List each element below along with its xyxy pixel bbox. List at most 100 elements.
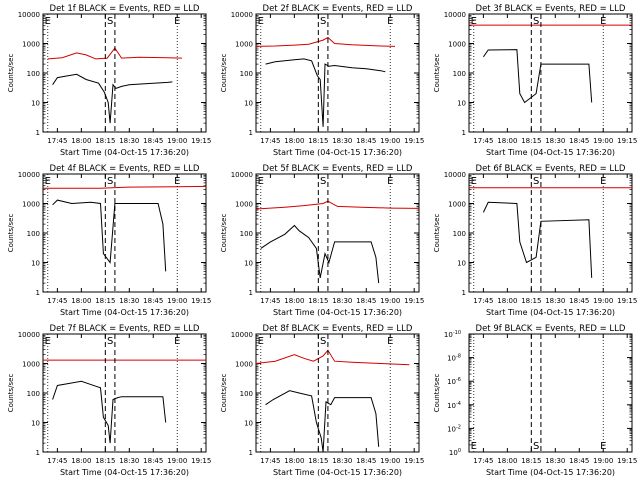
y-tick-label: 1000: [235, 361, 253, 369]
x-tick-label: 19:15: [617, 457, 637, 465]
x-tick-label: 19:15: [191, 137, 211, 145]
y-tick-label: 100: [27, 230, 40, 238]
x-tick-label: 18:00: [71, 457, 91, 465]
marker-label: E: [45, 336, 51, 347]
x-tick-label: 17:45: [47, 457, 67, 465]
y-tick-label: 10: [244, 420, 253, 428]
y-axis-label: Counts/sec: [433, 374, 441, 413]
y-tick-label: 1: [462, 289, 466, 297]
x-tick-label: 18:00: [284, 297, 304, 305]
x-tick-label: 19:15: [404, 137, 424, 145]
x-tick-label: 18:30: [545, 137, 565, 145]
y-tick-label: 100: [240, 390, 253, 398]
x-tick-label: 18:00: [71, 297, 91, 305]
y-tick-label: 1: [36, 289, 40, 297]
x-tick-label: 18:15: [308, 297, 328, 305]
x-tick-label: 18:45: [356, 297, 376, 305]
x-tick-label: 18:15: [308, 137, 328, 145]
chart-title: Det 6f BLACK = Events, RED = LLD: [476, 164, 626, 174]
x-tick-label: 18:15: [521, 137, 541, 145]
y-tick-label: 1: [36, 129, 40, 137]
y-tick-label: 100: [240, 230, 253, 238]
x-tick-label: 17:45: [260, 297, 280, 305]
x-tick-label: 18:45: [356, 457, 376, 465]
marker-label: S: [320, 336, 326, 347]
x-axis-label: Start Time (04-Oct-15 17:36:20): [486, 468, 615, 477]
x-tick-label: 17:45: [47, 137, 67, 145]
x-tick-label: 19:00: [167, 457, 187, 465]
y-tick-label: 100: [27, 70, 40, 78]
x-tick-label: 19:00: [593, 457, 613, 465]
y-tick-label: 10000: [231, 171, 253, 179]
chart-panel: Det 4f BLACK = Events, RED = LLD Counts/s…: [7, 164, 211, 317]
x-tick-label: 18:30: [332, 457, 352, 465]
chart-panel: Det 2f BLACK = Events, RED = LLD Counts/s…: [220, 4, 424, 157]
x-tick-label: 19:15: [191, 457, 211, 465]
y-tick-label: 10000: [18, 331, 40, 339]
events-series-line: [260, 224, 380, 284]
y-tick-label: 100: [27, 390, 40, 398]
y-tick-label: 1: [249, 449, 253, 457]
x-axis-label: Start Time (04-Oct-15 17:36:20): [273, 308, 402, 317]
x-tick-label: 17:45: [473, 457, 493, 465]
plot-frame: [42, 333, 207, 453]
y-tick-label: 1: [462, 129, 466, 137]
x-tick-label: 18:45: [569, 137, 589, 145]
x-axis-label: Start Time (04-Oct-15 17:36:20): [60, 148, 189, 157]
x-tick-label: 19:00: [380, 457, 400, 465]
x-tick-label: 19:15: [404, 457, 424, 465]
x-tick-label: 17:45: [260, 457, 280, 465]
x-tick-label: 18:45: [143, 457, 163, 465]
y-tick-label: 10-2: [447, 424, 461, 433]
chart-title: Det 7f BLACK = Events, RED = LLD: [50, 324, 200, 334]
marker-label: S: [533, 16, 539, 27]
x-tick-label: 18:15: [95, 137, 115, 145]
y-tick-label: 1000: [22, 41, 40, 49]
x-tick-label: 18:30: [119, 297, 139, 305]
y-tick-label: 10000: [18, 171, 40, 179]
x-tick-label: 19:00: [593, 137, 613, 145]
x-tick-label: 18:15: [521, 297, 541, 305]
marker-label: E: [45, 16, 51, 27]
chart-panel: Det 6f BLACK = Events, RED = LLD Counts/s…: [433, 164, 637, 317]
events-series-line: [482, 49, 593, 104]
x-tick-label: 18:00: [284, 457, 304, 465]
marker-label: S: [533, 176, 539, 187]
x-tick-label: 19:00: [380, 137, 400, 145]
y-tick-label: 10000: [231, 331, 253, 339]
x-tick-label: 19:15: [617, 297, 637, 305]
chart-title: Det 8f BLACK = Events, RED = LLD: [263, 324, 413, 334]
y-tick-label: 1000: [235, 41, 253, 49]
chart-panel: Det 3f BLACK = Events, RED = LLD Counts/s…: [433, 4, 637, 157]
y-tick-label: 1: [36, 449, 40, 457]
lld-series-line: [255, 36, 396, 47]
y-axis-label: Counts/sec: [7, 54, 15, 93]
chart-title: Det 5f BLACK = Events, RED = LLD: [263, 164, 413, 174]
chart-title: Det 1f BLACK = Events, RED = LLD: [50, 4, 200, 14]
marker-label: E: [387, 176, 393, 187]
chart-panel: Det 8f BLACK = Events, RED = LLD Counts/s…: [220, 324, 424, 477]
y-tick-label: 10-6: [447, 377, 461, 386]
marker-label: E: [174, 176, 180, 187]
marker-label: E: [471, 441, 477, 452]
marker-label: E: [174, 16, 180, 27]
chart-title: Det 9f BLACK = Events, RED = LLD: [476, 324, 626, 334]
marker-label: E: [471, 176, 477, 187]
y-tick-label: 1: [249, 289, 253, 297]
x-tick-label: 18:30: [332, 297, 352, 305]
y-axis-label: Counts/sec: [220, 374, 228, 413]
events-series-line: [52, 380, 167, 444]
x-tick-label: 17:45: [473, 297, 493, 305]
y-tick-label: 10-8: [447, 354, 461, 363]
x-tick-label: 18:15: [95, 297, 115, 305]
marker-label: S: [107, 176, 113, 187]
marker-label: E: [45, 176, 51, 187]
x-tick-label: 18:45: [143, 297, 163, 305]
y-tick-label: 10000: [18, 11, 40, 19]
x-axis-label: Start Time (04-Oct-15 17:36:20): [60, 308, 189, 317]
events-series-line: [265, 390, 380, 453]
y-tick-label: 1000: [448, 201, 466, 209]
x-tick-label: 18:00: [284, 137, 304, 145]
x-tick-label: 19:15: [191, 297, 211, 305]
chart-title: Det 4f BLACK = Events, RED = LLD: [50, 164, 200, 174]
